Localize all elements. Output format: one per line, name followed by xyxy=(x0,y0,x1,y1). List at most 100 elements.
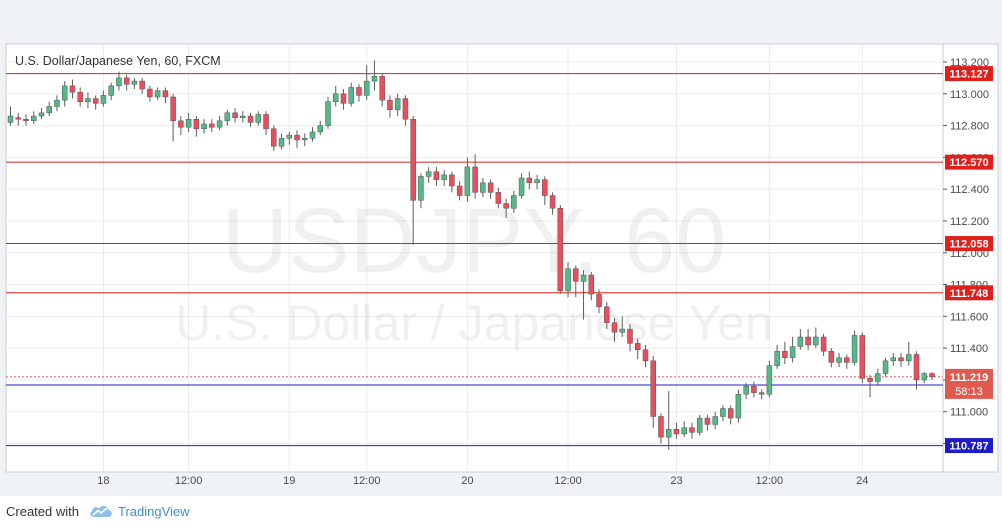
chart-title: U.S. Dollar/Japanese Yen, 60, FXCM xyxy=(15,54,221,68)
horizontal-lines xyxy=(6,73,943,447)
top-toolbar-strip xyxy=(0,0,1002,40)
candle xyxy=(255,111,262,126)
candle xyxy=(116,71,122,91)
x-tick-label: 23 xyxy=(670,475,682,487)
candle-body xyxy=(185,118,192,128)
candle-body xyxy=(604,306,610,323)
candle xyxy=(573,265,579,298)
candle xyxy=(743,383,749,399)
candle-body xyxy=(7,115,14,123)
candle-body xyxy=(751,386,757,393)
candle-body xyxy=(898,357,904,362)
candle-body xyxy=(232,112,238,118)
candle xyxy=(542,176,548,206)
candle-body xyxy=(325,101,331,126)
last-price-label: 111.219 xyxy=(950,372,989,384)
candle-body xyxy=(46,106,52,114)
candle xyxy=(108,82,114,101)
candle xyxy=(588,271,595,301)
candle-body xyxy=(302,138,308,141)
footer: Created with TradingView xyxy=(0,496,1002,528)
candle xyxy=(394,93,401,117)
price-axis[interactable] xyxy=(942,43,999,473)
candle xyxy=(216,116,223,131)
candle-body xyxy=(929,373,935,377)
x-tick-label: 12:00 xyxy=(353,475,381,487)
candle-body xyxy=(774,351,780,366)
candle xyxy=(441,170,447,186)
candle xyxy=(201,119,207,134)
tradingview-link[interactable]: TradingView xyxy=(118,504,190,519)
candle-body xyxy=(23,118,29,122)
candle-body xyxy=(565,268,571,292)
candle xyxy=(704,414,711,431)
price-label-box xyxy=(945,66,993,82)
candle-body xyxy=(418,176,424,201)
price-label-box xyxy=(945,154,993,170)
candle-body xyxy=(116,77,122,87)
candle xyxy=(232,108,238,123)
candle xyxy=(263,111,269,136)
candle-body xyxy=(201,123,207,130)
y-tick-label: 111.000 xyxy=(950,407,988,419)
candle xyxy=(565,262,571,298)
tradingview-cloud-icon[interactable] xyxy=(88,502,114,520)
plot-area[interactable] xyxy=(5,43,944,473)
candle xyxy=(480,178,486,198)
x-tick-label: 12:00 xyxy=(756,475,784,487)
candle-body xyxy=(286,134,293,139)
candle-body xyxy=(642,349,649,362)
created-with-text: Created with xyxy=(6,504,79,519)
candle xyxy=(557,205,564,295)
candle xyxy=(859,332,866,384)
candle xyxy=(387,95,393,118)
candle xyxy=(69,79,76,99)
candle-body xyxy=(147,88,153,98)
candle-body xyxy=(123,77,130,85)
candle xyxy=(890,352,897,366)
candlestick-chart[interactable]: USDJPY, 60 U.S. Dollar / Japanese Yen 11… xyxy=(0,40,1002,502)
candle xyxy=(286,131,293,145)
candle-body xyxy=(735,393,742,419)
x-tick-label: 20 xyxy=(461,475,473,487)
candle-body xyxy=(650,360,656,417)
candle-body xyxy=(557,207,564,292)
candle-body xyxy=(851,335,858,363)
candle xyxy=(7,106,14,126)
chart-frame: USDJPY, 60 U.S. Dollar / Japanese Yen 11… xyxy=(0,40,1002,502)
candle xyxy=(348,82,354,107)
candle xyxy=(472,154,478,199)
candle-body xyxy=(449,174,455,187)
candle-body xyxy=(758,392,765,395)
watermark-symbol: USDJPY, 60 xyxy=(222,190,727,292)
x-tick-label: 19 xyxy=(283,475,295,487)
candle-body xyxy=(379,76,385,101)
candle-body xyxy=(77,91,83,102)
candle-body xyxy=(394,98,401,110)
candle xyxy=(518,173,525,199)
candle xyxy=(77,87,83,107)
candles xyxy=(7,60,935,450)
candle xyxy=(464,157,471,202)
candle-body xyxy=(69,85,76,93)
candle-body xyxy=(317,125,323,133)
candle-body xyxy=(154,90,161,98)
candle xyxy=(85,92,91,109)
candle-body xyxy=(363,80,370,96)
candle-body xyxy=(696,417,703,433)
candle xyxy=(820,333,827,357)
price-label-box xyxy=(945,236,993,252)
candle-body xyxy=(805,336,811,346)
candle xyxy=(875,368,881,385)
y-tick-label: 112.400 xyxy=(950,184,989,196)
candle-body xyxy=(371,76,378,82)
candle xyxy=(247,112,254,128)
candle xyxy=(766,360,773,398)
candle xyxy=(751,381,757,398)
candle xyxy=(844,354,850,369)
candle xyxy=(828,348,835,368)
candle-body xyxy=(131,80,138,85)
candle xyxy=(302,133,308,147)
y-tick-label: 111.600 xyxy=(950,311,988,323)
candle-body xyxy=(689,427,695,433)
